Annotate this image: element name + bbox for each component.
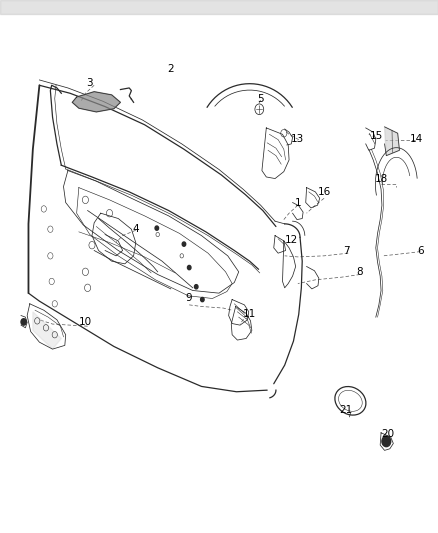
Polygon shape <box>385 127 399 156</box>
Polygon shape <box>33 312 61 349</box>
Text: 18: 18 <box>374 174 388 183</box>
Text: 1: 1 <box>294 198 301 207</box>
Circle shape <box>201 297 204 302</box>
Circle shape <box>155 226 159 230</box>
Text: 12: 12 <box>285 235 298 245</box>
Text: 16: 16 <box>318 187 331 197</box>
Circle shape <box>187 265 191 270</box>
Text: 13: 13 <box>291 134 304 143</box>
Circle shape <box>194 285 198 289</box>
Text: 14: 14 <box>410 134 423 143</box>
Text: 7: 7 <box>343 246 350 255</box>
Text: 15: 15 <box>370 131 383 141</box>
Text: 10: 10 <box>79 318 92 327</box>
Text: 6: 6 <box>417 246 424 255</box>
Text: 21: 21 <box>339 406 353 415</box>
Text: 9: 9 <box>185 294 192 303</box>
Text: 5: 5 <box>257 94 264 103</box>
Text: 20: 20 <box>381 430 394 439</box>
Text: 3: 3 <box>86 78 93 87</box>
Text: 8: 8 <box>356 267 363 277</box>
Circle shape <box>21 319 26 325</box>
Text: 4: 4 <box>132 224 139 234</box>
Circle shape <box>182 242 186 246</box>
Circle shape <box>382 436 391 447</box>
Polygon shape <box>72 92 120 112</box>
Text: 11: 11 <box>243 310 256 319</box>
Text: 2: 2 <box>167 64 174 74</box>
Bar <box>0 0 438 14</box>
